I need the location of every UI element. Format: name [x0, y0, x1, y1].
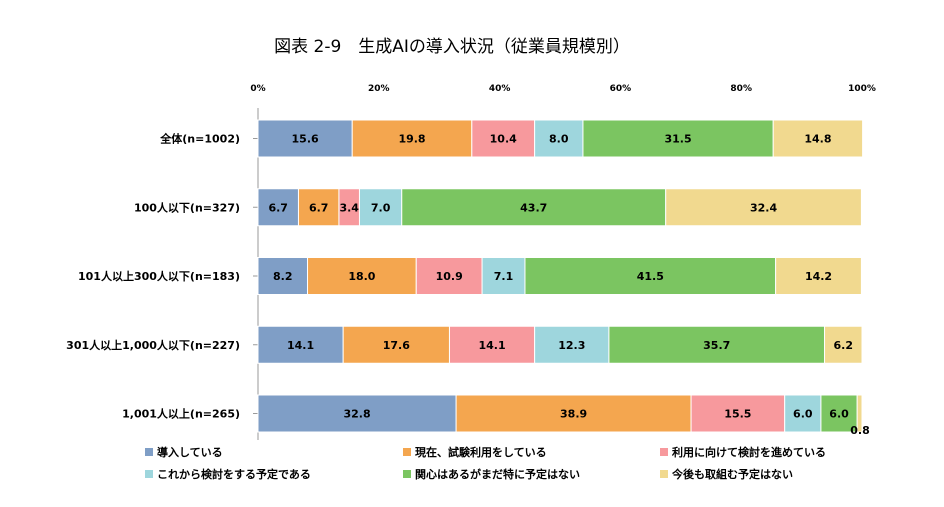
data-label: 7.1: [494, 270, 514, 283]
legend-swatch: [145, 470, 153, 478]
bar-segment: [401, 188, 667, 227]
bar-segment: [342, 325, 450, 364]
data-label: 19.8: [398, 133, 425, 146]
data-label: 7.0: [371, 201, 391, 214]
x-tick-label: 40%: [489, 84, 511, 94]
x-tick-label: 20%: [368, 84, 390, 94]
data-label: 18.0: [348, 270, 375, 283]
bar-segment: [351, 119, 473, 158]
data-label: 32.8: [343, 408, 370, 421]
bar-segment: [784, 394, 822, 433]
data-label: 15.5: [724, 408, 751, 421]
x-tick-label: 60%: [610, 84, 632, 94]
data-label: 35.7: [703, 339, 730, 352]
bar-segment: [775, 257, 862, 295]
bar-segment: [524, 257, 777, 295]
bar-segment: [824, 325, 863, 364]
x-tick-label: 80%: [730, 84, 752, 94]
bar-segment: [415, 257, 483, 295]
data-label: 10.9: [436, 270, 463, 283]
data-label: 12.3: [558, 339, 585, 352]
chart-title: 図表 2-9 生成AIの導入状況（従業員規模別）: [274, 37, 630, 57]
legend-label: これから検討をする予定である: [157, 467, 311, 481]
data-label: 6.2: [834, 339, 854, 352]
x-tick-label: 100%: [848, 84, 876, 94]
bar-segment: [307, 257, 417, 295]
bar-segment: [772, 119, 864, 158]
data-label: 0.8: [850, 424, 870, 437]
legend-swatch: [403, 470, 411, 478]
data-label: 6.7: [309, 201, 329, 214]
bar-segment: [358, 188, 403, 227]
data-label: 6.0: [793, 408, 813, 421]
bar-segment: [257, 325, 344, 364]
bar-segment: [257, 119, 353, 158]
data-label: 15.6: [292, 133, 319, 146]
bar-segment: [297, 188, 340, 227]
legend-label: 関心はあるがまだ特に予定はない: [415, 467, 580, 481]
legend-label: 現在、試験利用をしている: [415, 445, 547, 459]
x-tick-label: 0%: [250, 84, 265, 94]
bar-segment: [856, 394, 863, 433]
data-label: 14.1: [287, 339, 314, 352]
bar-segment: [257, 394, 457, 433]
data-label: 8.2: [273, 270, 293, 283]
bar-segment: [690, 394, 786, 433]
category-label: 301人以上1,000人以下(n=227): [66, 338, 240, 352]
data-label: 38.9: [560, 408, 587, 421]
data-label: 14.8: [804, 133, 831, 146]
data-label: 6.7: [268, 201, 288, 214]
data-label: 8.0: [549, 133, 569, 146]
bar-segment: [455, 394, 692, 433]
legend-label: 導入している: [157, 445, 223, 459]
bar-segment: [665, 188, 862, 227]
bar-segment: [608, 325, 826, 364]
data-label: 10.4: [490, 133, 517, 146]
data-label: 14.2: [805, 270, 832, 283]
data-label: 31.5: [665, 133, 692, 146]
category-label: 全体(n=1002): [159, 132, 240, 146]
bar-segment: [448, 325, 536, 364]
data-label: 6.0: [829, 408, 849, 421]
category-label: 100人以下(n=327): [134, 200, 240, 214]
legend-swatch: [403, 448, 411, 456]
legend-swatch: [145, 448, 153, 456]
data-label: 32.4: [750, 201, 777, 214]
data-label: 3.4: [339, 201, 359, 214]
data-label: 43.7: [520, 201, 547, 214]
bar-segment: [471, 119, 536, 158]
data-label: 14.1: [478, 339, 505, 352]
legend-label: 今後も取組む予定はない: [671, 467, 793, 481]
data-label: 41.5: [637, 270, 664, 283]
data-label: 17.6: [383, 339, 410, 352]
legend-swatch: [660, 470, 668, 478]
bar-segment: [534, 119, 584, 158]
category-label: 101人以上300人以下(n=183): [78, 269, 240, 283]
category-label: 1,001人以上(n=265): [122, 407, 240, 421]
legend-swatch: [660, 448, 668, 456]
legend-label: 利用に向けて検討を進めている: [672, 445, 826, 459]
